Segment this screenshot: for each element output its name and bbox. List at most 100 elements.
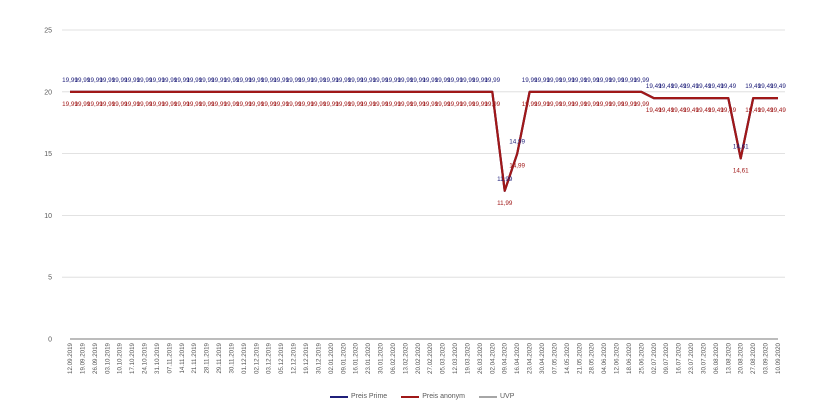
legend-swatch-preis-prime xyxy=(330,395,348,398)
data-label: 19,99 xyxy=(522,101,538,108)
x-tick-label: 19.03.2020 xyxy=(464,342,471,374)
data-label: 19,99 xyxy=(224,101,240,108)
data-label: 19,99 xyxy=(584,77,600,84)
legend-swatch-preis-anonym xyxy=(401,395,420,398)
x-tick-label: 05.03.2020 xyxy=(440,342,447,374)
x-tick-label: 09.04.2020 xyxy=(502,342,509,374)
x-tick-label: 14.05.2020 xyxy=(564,342,571,374)
data-label: 19,99 xyxy=(460,101,476,108)
x-tick-label: 27.02.2020 xyxy=(427,342,434,374)
x-tick-label: 01.12.2019 xyxy=(241,342,248,374)
y-tick-label: 0 xyxy=(48,337,52,344)
x-tick-label: 25.06.2020 xyxy=(638,342,645,374)
x-tick-label: 03.09.2020 xyxy=(763,342,770,374)
x-tick-label: 28.11.2019 xyxy=(204,342,211,373)
x-tick-label: 12.12.2019 xyxy=(291,342,298,374)
data-label: 19,49 xyxy=(758,83,774,90)
data-label: 19,99 xyxy=(112,77,128,84)
data-label: 19,49 xyxy=(708,83,724,90)
legend-item-preis-prime: Preis Prime xyxy=(330,393,387,400)
data-label: 19,99 xyxy=(609,101,625,108)
x-tick-label: 29.11.2019 xyxy=(216,342,223,373)
data-label: 19,49 xyxy=(646,107,662,114)
x-tick-label: 30.11.2019 xyxy=(228,342,235,373)
legend-item-uvp: UVP xyxy=(478,393,515,400)
data-label: 19,99 xyxy=(348,101,364,108)
data-label: 19,49 xyxy=(646,83,662,90)
data-label: 19,99 xyxy=(174,101,190,108)
data-label: 19,99 xyxy=(149,77,165,84)
data-labels: 19,9919,9919,9919,9919,9919,9919,9919,99… xyxy=(62,77,786,207)
data-label: 19,49 xyxy=(671,107,687,114)
x-tick-label: 12.03.2020 xyxy=(452,342,459,374)
x-tick-label: 19.12.2019 xyxy=(303,342,310,374)
x-tick-label: 26.09.2019 xyxy=(92,342,99,374)
x-tick-label: 30.04.2020 xyxy=(539,342,546,374)
y-tick-label: 5 xyxy=(48,275,52,282)
series-line-preis-anonym xyxy=(70,90,778,192)
x-tick-label: 19.09.2019 xyxy=(79,342,86,374)
data-label: 14,99 xyxy=(509,139,525,146)
data-label: 19,99 xyxy=(596,101,612,108)
x-tick-label: 06.08.2020 xyxy=(713,342,720,374)
data-label: 19,99 xyxy=(174,77,190,84)
x-tick-label: 10.10.2019 xyxy=(117,342,124,374)
x-tick-label: 10.09.2020 xyxy=(775,342,782,374)
data-label: 19,99 xyxy=(186,101,202,108)
x-tick-label: 23.01.2020 xyxy=(365,342,372,374)
x-tick-label: 05.12.2019 xyxy=(278,342,285,374)
data-label: 19,99 xyxy=(522,77,538,84)
data-label: 11,99 xyxy=(497,176,513,183)
data-label: 19,99 xyxy=(385,101,401,108)
x-tick-label: 03.10.2019 xyxy=(104,342,111,374)
x-axis: 12.09.2019 19.09.2019 26.09.2019 03.10.2019… xyxy=(67,342,782,374)
data-label: 19,99 xyxy=(311,101,327,108)
data-label: 19,49 xyxy=(708,107,724,114)
x-tick-label: 02.12.2019 xyxy=(253,342,260,374)
data-label: 19,99 xyxy=(348,77,364,84)
data-label: 19,99 xyxy=(596,77,612,84)
x-tick-label: 04.06.2020 xyxy=(601,342,608,374)
x-tick-label: 20.02.2020 xyxy=(415,342,422,374)
data-label: 19,49 xyxy=(745,83,761,90)
legend-label: Preis Prime xyxy=(351,393,388,400)
x-tick-label: 03.12.2019 xyxy=(266,342,273,374)
data-label: 19,99 xyxy=(484,101,500,108)
data-label: 19,99 xyxy=(559,101,575,108)
data-label: 19,99 xyxy=(460,77,476,84)
data-label: 19,99 xyxy=(323,101,339,108)
y-tick-label: 10 xyxy=(44,213,52,220)
data-label: 19,99 xyxy=(373,101,389,108)
data-label: 19,99 xyxy=(75,101,91,108)
x-tick-label: 21.11.2019 xyxy=(191,342,198,373)
data-label: 19,49 xyxy=(720,83,736,90)
data-label: 19,49 xyxy=(683,83,699,90)
data-label: 19,99 xyxy=(273,101,289,108)
x-tick-label: 02.01.2020 xyxy=(328,342,335,374)
data-label: 19,49 xyxy=(696,83,712,90)
series-lines xyxy=(70,90,778,340)
x-tick-label: 14.11.2019 xyxy=(179,342,186,373)
data-label: 19,99 xyxy=(248,101,264,108)
data-label: 19,99 xyxy=(99,77,115,84)
data-label: 19,99 xyxy=(62,77,78,84)
legend-label: Preis anonym xyxy=(422,393,465,400)
data-label: 19,99 xyxy=(422,101,438,108)
data-label: 19,49 xyxy=(658,107,674,114)
data-label: 19,99 xyxy=(534,77,550,84)
data-label: 19,99 xyxy=(447,101,463,108)
data-label: 19,99 xyxy=(99,101,115,108)
data-label: 19,99 xyxy=(621,77,637,84)
y-axis: 0 5 10 15 20 25 xyxy=(44,28,52,344)
data-label: 19,99 xyxy=(547,101,563,108)
x-tick-label: 07.05.2020 xyxy=(551,342,558,374)
legend: Preis Prime Preis anonym UVP xyxy=(330,393,514,400)
legend-label: UVP xyxy=(499,393,515,400)
data-label: 19,99 xyxy=(137,101,153,108)
data-label: 19,99 xyxy=(360,101,376,108)
data-label: 19,99 xyxy=(435,101,451,108)
data-label: 19,99 xyxy=(62,101,78,108)
data-label: 19,99 xyxy=(385,77,401,84)
data-label: 19,99 xyxy=(447,77,463,84)
